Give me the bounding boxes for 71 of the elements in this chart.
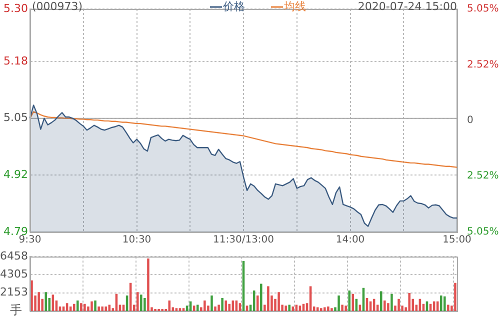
bar	[384, 300, 386, 311]
bar	[178, 308, 182, 311]
bar	[204, 300, 206, 311]
bar	[175, 308, 178, 311]
y2-tick-label: 2.52%	[467, 59, 499, 70]
y-tick-label: 5.18	[4, 54, 28, 68]
bar	[338, 296, 340, 311]
bar	[214, 306, 216, 311]
bar	[76, 300, 79, 311]
y-tick-label: 5.30	[4, 2, 28, 15]
bar	[447, 304, 450, 311]
bar	[327, 306, 330, 311]
bar	[94, 300, 96, 311]
bar	[390, 294, 393, 311]
x-tick-label: 11:30/13:00	[212, 234, 274, 246]
annotation: 2020-07-24 15:00	[358, 0, 457, 13]
bar	[182, 308, 185, 311]
bar	[246, 306, 248, 311]
bar	[98, 306, 100, 311]
bar	[341, 304, 344, 311]
bar	[218, 304, 220, 311]
y2-tick-label: 0	[467, 115, 474, 126]
bar	[221, 298, 224, 311]
x-tick-label: 15:00	[442, 234, 472, 246]
y2-tick-label: 5.05%	[467, 4, 499, 15]
bar	[398, 298, 400, 311]
bar	[380, 291, 382, 311]
bar	[267, 286, 270, 311]
bar	[84, 304, 86, 311]
bar	[440, 296, 442, 311]
bar	[38, 292, 40, 311]
bar	[298, 306, 302, 311]
bar	[324, 307, 326, 311]
x-tick-label: 9:30	[18, 234, 42, 246]
bar	[104, 306, 107, 311]
y-tick-label: 2153	[0, 286, 28, 299]
bar	[144, 298, 146, 311]
bar	[136, 292, 139, 311]
bar	[320, 308, 322, 311]
bar	[210, 296, 213, 311]
y-tick-label: 6458	[0, 249, 28, 262]
bar	[454, 282, 456, 311]
chart-title: (000973)	[32, 0, 83, 13]
bar	[101, 306, 104, 311]
bar	[80, 303, 82, 311]
y-tick-label: 5.05	[4, 111, 28, 124]
legend-label: 均线	[283, 0, 306, 13]
bar	[224, 300, 227, 311]
x-tick-label: 10:30	[122, 234, 152, 246]
y-axis-title: 手	[10, 303, 22, 318]
bar	[330, 308, 333, 311]
bar	[444, 296, 446, 311]
bar	[348, 290, 350, 311]
y-tick-label: 4.92	[4, 168, 28, 182]
bar	[288, 304, 291, 311]
bar	[140, 294, 142, 311]
bar	[387, 303, 390, 311]
bar	[284, 306, 287, 311]
bar	[196, 304, 199, 311]
bar	[260, 284, 262, 311]
bar	[147, 258, 150, 311]
bar	[278, 292, 280, 311]
y2-tick-label: 2.52%	[467, 170, 499, 182]
bar	[192, 306, 196, 311]
y-tick-label: 4305	[0, 268, 28, 281]
bar	[408, 292, 410, 311]
x-tick-label: 14:00	[336, 234, 365, 246]
bar	[90, 301, 93, 311]
bar	[186, 306, 188, 311]
legend-label: 价格	[222, 0, 245, 13]
bar	[344, 306, 347, 311]
